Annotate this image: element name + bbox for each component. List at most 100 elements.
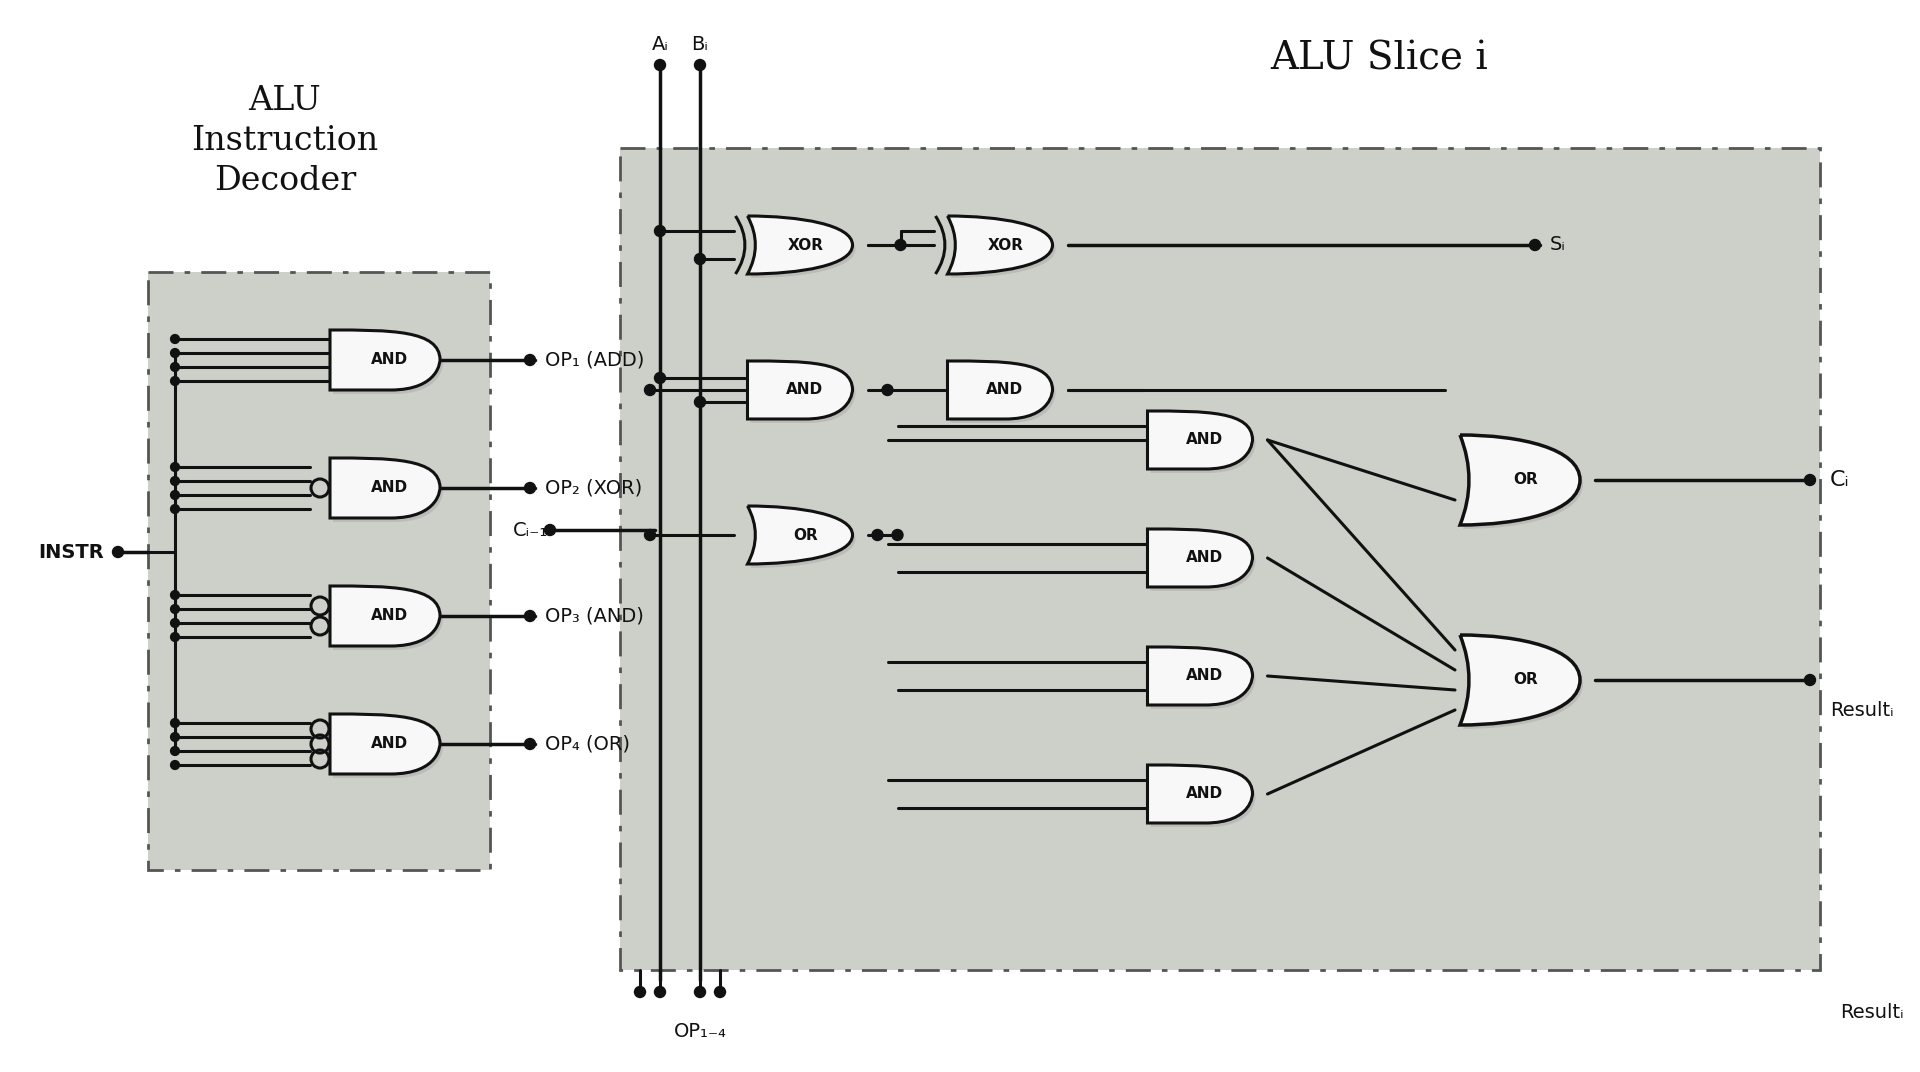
Circle shape xyxy=(645,385,655,396)
PathPatch shape xyxy=(1463,440,1582,528)
PathPatch shape xyxy=(1148,765,1252,823)
PathPatch shape xyxy=(751,220,856,278)
Circle shape xyxy=(545,524,555,536)
Text: Resultᵢ: Resultᵢ xyxy=(1830,700,1893,719)
Circle shape xyxy=(171,491,179,500)
Text: Sᵢ: Sᵢ xyxy=(1549,236,1567,254)
Text: Aᵢ: Aᵢ xyxy=(651,35,668,54)
Text: AND: AND xyxy=(371,353,407,368)
Text: OP₃ (AND): OP₃ (AND) xyxy=(545,607,643,625)
Circle shape xyxy=(171,376,179,386)
Circle shape xyxy=(655,225,666,237)
Circle shape xyxy=(171,362,179,371)
Circle shape xyxy=(113,547,123,557)
PathPatch shape xyxy=(332,462,444,522)
Text: Instruction: Instruction xyxy=(192,125,378,157)
PathPatch shape xyxy=(1463,639,1582,729)
Circle shape xyxy=(171,718,179,728)
PathPatch shape xyxy=(330,586,440,646)
Circle shape xyxy=(695,253,705,265)
Circle shape xyxy=(1805,674,1816,685)
Circle shape xyxy=(645,530,655,540)
PathPatch shape xyxy=(947,215,1052,274)
PathPatch shape xyxy=(751,510,856,568)
PathPatch shape xyxy=(1150,533,1256,591)
PathPatch shape xyxy=(330,714,440,774)
Circle shape xyxy=(171,732,179,742)
Circle shape xyxy=(171,632,179,641)
Circle shape xyxy=(524,739,536,749)
PathPatch shape xyxy=(1148,411,1252,470)
PathPatch shape xyxy=(747,215,852,274)
PathPatch shape xyxy=(1148,647,1252,705)
Text: AND: AND xyxy=(371,736,407,751)
Text: ALU: ALU xyxy=(248,85,321,117)
Bar xyxy=(148,272,490,870)
PathPatch shape xyxy=(950,364,1056,423)
Text: OP₄ (OR): OP₄ (OR) xyxy=(545,734,630,754)
PathPatch shape xyxy=(1148,528,1252,587)
PathPatch shape xyxy=(332,718,444,778)
PathPatch shape xyxy=(1150,769,1256,827)
Circle shape xyxy=(881,385,893,396)
Text: ALU Slice i: ALU Slice i xyxy=(1269,40,1488,77)
PathPatch shape xyxy=(747,361,852,419)
Text: AND: AND xyxy=(1185,432,1223,447)
Text: OR: OR xyxy=(793,527,818,542)
Text: Cᵢ: Cᵢ xyxy=(1830,470,1849,490)
Text: XOR: XOR xyxy=(787,238,824,253)
Circle shape xyxy=(171,761,179,770)
Circle shape xyxy=(1805,475,1816,486)
Circle shape xyxy=(171,591,179,599)
Circle shape xyxy=(524,482,536,493)
Circle shape xyxy=(655,60,666,71)
Circle shape xyxy=(695,397,705,407)
PathPatch shape xyxy=(1150,415,1256,473)
Text: OP₁ (ADD): OP₁ (ADD) xyxy=(545,351,645,370)
Text: OP₂ (XOR): OP₂ (XOR) xyxy=(545,478,643,497)
Circle shape xyxy=(171,477,179,486)
Circle shape xyxy=(171,348,179,357)
Circle shape xyxy=(695,986,705,998)
PathPatch shape xyxy=(332,334,444,394)
Circle shape xyxy=(171,505,179,513)
Circle shape xyxy=(655,372,666,384)
Text: AND: AND xyxy=(1185,787,1223,802)
Circle shape xyxy=(171,619,179,627)
Text: OR: OR xyxy=(1513,672,1538,687)
Text: Decoder: Decoder xyxy=(213,165,355,197)
Text: INSTR: INSTR xyxy=(38,542,104,562)
Circle shape xyxy=(872,530,883,540)
Circle shape xyxy=(171,463,179,472)
PathPatch shape xyxy=(751,364,856,423)
Circle shape xyxy=(895,239,906,251)
Text: OP₁₋₄: OP₁₋₄ xyxy=(674,1022,726,1041)
Text: AND: AND xyxy=(785,383,822,398)
Text: AND: AND xyxy=(1185,669,1223,684)
Bar xyxy=(620,148,1820,970)
Circle shape xyxy=(893,530,902,540)
Text: AND: AND xyxy=(1185,551,1223,566)
Circle shape xyxy=(524,610,536,622)
Text: AND: AND xyxy=(371,480,407,495)
Circle shape xyxy=(714,986,726,998)
Text: AND: AND xyxy=(371,609,407,624)
PathPatch shape xyxy=(330,330,440,390)
PathPatch shape xyxy=(330,458,440,518)
Text: Resultᵢ: Resultᵢ xyxy=(1839,1002,1903,1022)
Circle shape xyxy=(171,605,179,613)
Text: OR: OR xyxy=(1513,473,1538,488)
Text: AND: AND xyxy=(985,383,1023,398)
Bar xyxy=(620,148,1820,970)
PathPatch shape xyxy=(747,506,852,564)
Circle shape xyxy=(524,355,536,366)
Text: XOR: XOR xyxy=(989,238,1023,253)
Circle shape xyxy=(171,334,179,343)
Circle shape xyxy=(695,60,705,71)
PathPatch shape xyxy=(332,590,444,650)
PathPatch shape xyxy=(950,220,1056,278)
Circle shape xyxy=(634,986,645,998)
Circle shape xyxy=(171,746,179,756)
PathPatch shape xyxy=(947,361,1052,419)
PathPatch shape xyxy=(1150,651,1256,709)
